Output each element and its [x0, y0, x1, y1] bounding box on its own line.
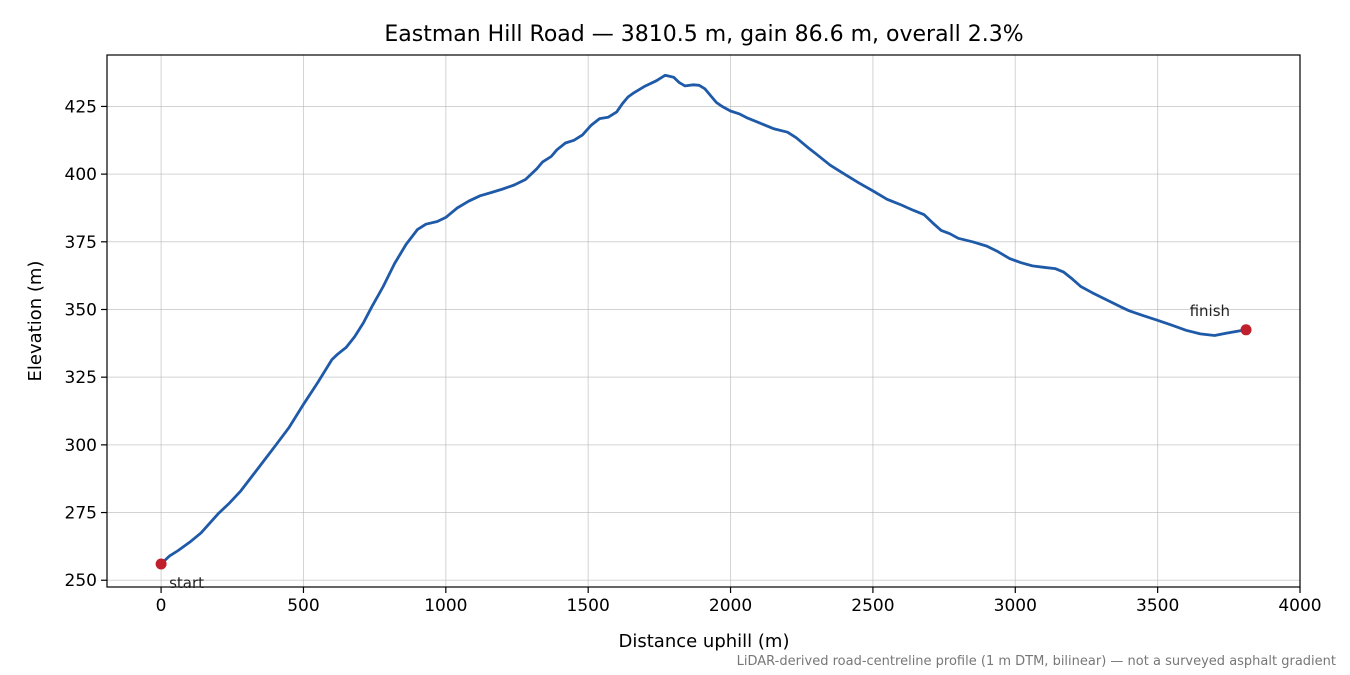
x-tick-label: 1000: [424, 596, 467, 616]
grid: [107, 55, 1301, 587]
x-tick-label: 3500: [1136, 596, 1179, 616]
y-tick-label: 425: [65, 97, 97, 117]
elevation-line: [159, 73, 1248, 566]
y-tick-label: 300: [65, 436, 97, 456]
profile-series: [159, 73, 1248, 566]
start-label: start: [169, 574, 204, 592]
x-tick-label: 4000: [1278, 596, 1321, 616]
x-tick-label: 3000: [994, 596, 1037, 616]
chart-title: Eastman Hill Road — 3810.5 m, gain 86.6 …: [384, 22, 1023, 47]
y-tick-label: 350: [65, 300, 97, 320]
finish-marker: [1240, 324, 1252, 336]
y-tick-label: 325: [65, 368, 97, 388]
x-tick-label: 2000: [709, 596, 752, 616]
endpoint-markers: start finish: [155, 302, 1252, 592]
y-tick-label: 250: [65, 571, 97, 591]
x-tick-label: 1500: [567, 596, 610, 616]
axis-ticks: 0 500 1000 1500 2000 2500 3000 3500 4000 250 275 30…: [65, 97, 1322, 616]
y-tick-label: 400: [65, 165, 97, 185]
start-marker: [155, 558, 167, 570]
y-tick-label: 275: [65, 504, 97, 524]
y-tick-label: 375: [65, 233, 97, 253]
plot-frame: [106, 54, 1301, 588]
x-tick-label: 0: [156, 596, 167, 616]
footnote: LiDAR-derived road-centreline profile (1…: [737, 654, 1336, 669]
x-tick-label: 500: [287, 596, 319, 616]
y-axis-label: Elevation (m): [25, 261, 46, 382]
x-axis-label: Distance uphill (m): [619, 631, 790, 652]
finish-label: finish: [1190, 302, 1230, 320]
x-tick-label: 2500: [851, 596, 894, 616]
